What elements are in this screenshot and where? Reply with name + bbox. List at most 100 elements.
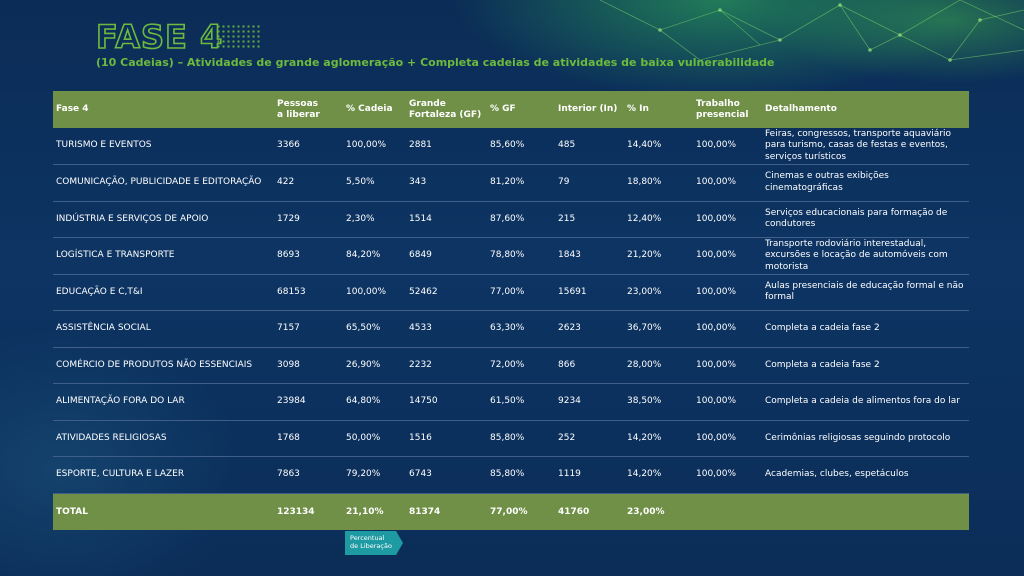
cell-interior: 9234 [555,383,624,421]
cell-detalhamento: Completa a cadeia fase 2 [762,347,969,384]
cell-trabalho: 100,00% [693,456,762,494]
cell-pct-gf: 77,00% [487,274,555,311]
header-pct-gf: % GF [490,104,516,114]
cell-detalhamento: Academias, clubes, espetáculos [762,456,969,494]
cell-trabalho: 100,00% [693,383,762,421]
total-label: TOTAL [56,506,88,517]
cell-pct-in: 21,20% [624,237,693,275]
cell-detalhamento: Completa a cadeia fase 2 [762,310,969,348]
cell-pct-gf: 87,60% [487,201,555,238]
header-pessoas: Pessoas a liberar [277,98,320,120]
cell-trabalho: 100,00% [693,274,762,311]
cell-trabalho: 100,00% [693,347,762,384]
table-row: LOGÍSTICA E TRANSPORTE 8693 84,20% 6849 78,8… [53,237,969,275]
badge-line-1: Percentual [350,534,385,542]
cell-pessoas: 1729 [274,201,343,238]
cell-pct-in: 23,00% [624,274,693,311]
table-row: ALIMENTAÇÃO FORA DO LAR 23984 64,80% 14750 6… [53,383,969,421]
cell-gf: 1516 [406,420,487,457]
cell-fase: COMÉRCIO DE PRODUTOS NÃO ESSENCIAIS [53,347,274,384]
table-row: TURISMO E EVENTOS 3366 100,00% 2881 85,60% 48… [53,128,969,165]
table-row: ESPORTE, CULTURA E LAZER 7863 79,20% 6743 85… [53,456,969,494]
cell-gf: 6743 [406,456,487,494]
table-row: COMUNICAÇÃO, PUBLICIDADE E EDITORAÇÃO 422… [53,164,969,202]
table-row: EDUCAÇÃO E C,T&I 68153 100,00% 52462 77,00% 1… [53,274,969,311]
cell-pessoas: 3366 [274,128,343,165]
cell-interior: 485 [555,128,624,165]
cell-fase: COMUNICAÇÃO, PUBLICIDADE E EDITORAÇÃO [53,164,274,202]
cell-gf: 343 [406,164,487,202]
header-pct-in: % In [627,104,649,114]
page-title: FASE 4 [95,17,224,57]
cell-fase: INDÚSTRIA E SERVIÇOS DE APOIO [53,201,274,238]
header-pct-cadeia: % Cadeia [346,104,393,114]
cell-pct-in: 38,50% [624,383,693,421]
cell-detalhamento: Transporte rodoviário interestadual, exc… [762,237,969,275]
cell-pct-in: 14,20% [624,456,693,494]
cell-fase: TURISMO E EVENTOS [53,128,274,165]
cell-interior: 15691 [555,274,624,311]
cell-pessoas: 3098 [274,347,343,384]
header-interior: Interior (In) [558,104,618,114]
cell-gf: 2232 [406,347,487,384]
cell-pct-gf: 61,50% [487,383,555,421]
cell-detalhamento: Feiras, congressos, transporte aquaviári… [762,128,969,165]
cell-pct-cadeia: 50,00% [343,420,406,457]
header-trabalho: Trabalho presencial [696,98,749,120]
cell-pct-cadeia: 5,50% [343,164,406,202]
cell-fase: EDUCAÇÃO E C,T&I [53,274,274,311]
cell-pessoas: 68153 [274,274,343,311]
cell-pct-in: 36,70% [624,310,693,348]
cell-fase: ASSISTÊNCIA SOCIAL [53,310,274,348]
cell-pct-cadeia: 84,20% [343,237,406,275]
cell-trabalho: 100,00% [693,128,762,165]
total-detalhamento [762,493,969,530]
cell-fase: ESPORTE, CULTURA E LAZER [53,456,274,494]
cell-detalhamento: Aulas presenciais de educação formal e n… [762,274,969,311]
badge-line-2: de Liberação [350,542,392,550]
cell-pct-gf: 85,60% [487,128,555,165]
cell-trabalho: 100,00% [693,310,762,348]
cell-pct-gf: 63,30% [487,310,555,348]
cell-pct-cadeia: 79,20% [343,456,406,494]
percentual-liberacao-badge: Percentual de Liberação [345,531,403,555]
cell-interior: 1119 [555,456,624,494]
cell-pct-in: 18,80% [624,164,693,202]
cell-pessoas: 7863 [274,456,343,494]
cell-fase: ALIMENTAÇÃO FORA DO LAR [53,383,274,421]
cell-detalhamento: Cerimônias religiosas seguindo protocolo [762,420,969,457]
total-trabalho [693,493,762,530]
cell-pct-in: 14,20% [624,420,693,457]
table-row: INDÚSTRIA E SERVIÇOS DE APOIO 1729 2,30% 15… [53,201,969,238]
table-total-row: TOTAL 123134 21,10% 81374 77,00% 41760 2… [53,493,969,530]
cell-trabalho: 100,00% [693,201,762,238]
cell-pessoas: 7157 [274,310,343,348]
cell-gf: 2881 [406,128,487,165]
cell-pct-gf: 85,80% [487,420,555,457]
cell-gf: 4533 [406,310,487,348]
total-pessoas: 123134 [277,506,315,517]
cell-pessoas: 1768 [274,420,343,457]
cell-pct-cadeia: 65,50% [343,310,406,348]
cell-pct-gf: 81,20% [487,164,555,202]
header-detalhamento: Detalhamento [765,104,837,114]
total-gf: 81374 [409,506,441,517]
cell-pct-cadeia: 2,30% [343,201,406,238]
cell-pessoas: 8693 [274,237,343,275]
total-interior: 41760 [558,506,590,517]
cell-interior: 866 [555,347,624,384]
cell-detalhamento: Serviços educacionais para formação de c… [762,201,969,238]
cell-pct-in: 12,40% [624,201,693,238]
table-row: ATIVIDADES RELIGIOSAS 1768 50,00% 1516 85,80… [53,420,969,457]
cell-pessoas: 422 [274,164,343,202]
cell-pct-cadeia: 100,00% [343,274,406,311]
cell-gf: 14750 [406,383,487,421]
table-header-row: Fase 4 Pessoas a liberar % Cadeia Grande F… [53,91,969,128]
page-subtitle: (10 Cadeias) – Atividades de grande aglo… [96,56,775,69]
cell-interior: 2623 [555,310,624,348]
cell-detalhamento: Completa a cadeia de alimentos fora do l… [762,383,969,421]
cell-trabalho: 100,00% [693,164,762,202]
cell-pct-gf: 78,80% [487,237,555,275]
cell-trabalho: 100,00% [693,237,762,275]
